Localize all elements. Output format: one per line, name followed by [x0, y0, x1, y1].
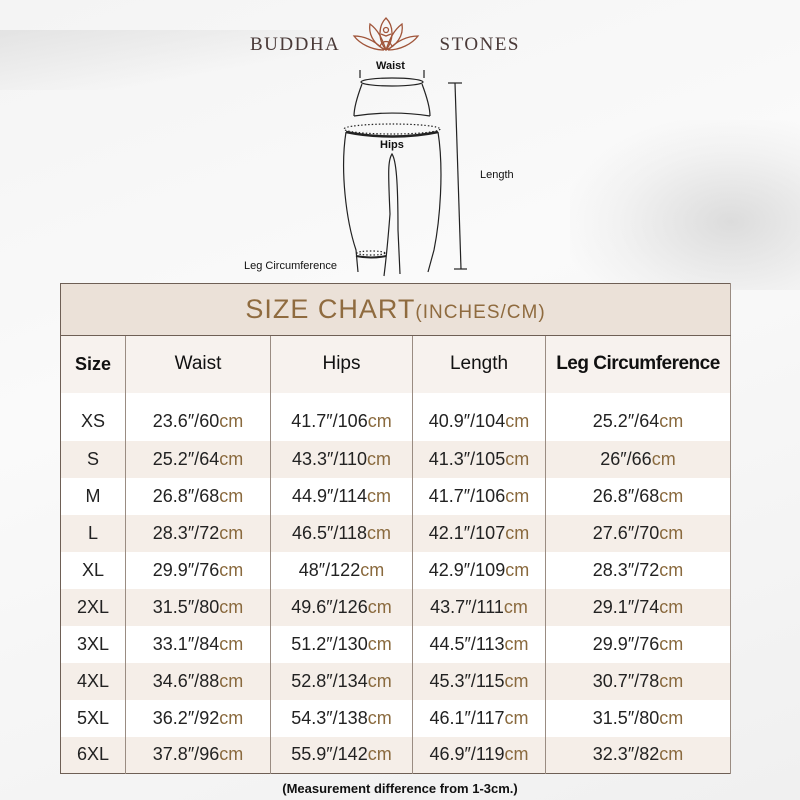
measurement-cell: 55.9″/142cm	[270, 736, 413, 774]
pants-diagram	[343, 70, 467, 277]
measurement-cell: 29.9″/76cm	[125, 551, 271, 589]
measurement-cell: 43.7″/111cm	[412, 588, 546, 626]
measurement-cell: 31.5″/80cm	[545, 699, 731, 737]
measurement-cell: 26″/66cm	[545, 440, 731, 478]
measurement-cell: 27.6″/70cm	[545, 514, 731, 552]
measurement-cell: 46.5″/118cm	[270, 514, 413, 552]
brand-logo: BUDDHA STONES	[250, 17, 520, 62]
measurement-cell: 43.3″/110cm	[270, 440, 413, 478]
measurement-cell: 29.1″/74cm	[545, 588, 731, 626]
brand-right: STONES	[439, 34, 520, 55]
measurement-cell: 25.2″/64cm	[545, 392, 731, 441]
size-chart-table: SIZE CHART(INCHES/CM) Size Waist Hips Le…	[60, 283, 731, 774]
measurement-cell: 29.9″/76cm	[545, 625, 731, 663]
measurement-note: (Measurement difference from 1-3cm.)	[282, 781, 518, 796]
measurement-cell: 34.6″/88cm	[125, 662, 271, 700]
measurement-cell: 26.8″/68cm	[125, 477, 271, 515]
header-hips: Hips	[270, 335, 413, 393]
measurement-cell: 41.7″/106cm	[412, 477, 546, 515]
size-cell: S	[60, 440, 126, 478]
waist-label: Waist	[376, 60, 405, 72]
size-cell: 6XL	[60, 736, 126, 774]
size-cell: XL	[60, 551, 126, 589]
table-row: S 25.2″/64cm 43.3″/110cm 41.3″/105cm 26″/66c…	[60, 440, 731, 478]
measurement-cell: 28.3″/72cm	[545, 551, 731, 589]
measurement-cell: 23.6″/60cm	[125, 392, 271, 441]
measurement-cell: 54.3″/138cm	[270, 699, 413, 737]
measurement-cell: 49.6″/126cm	[270, 588, 413, 626]
measurement-cell: 30.7″/78cm	[545, 662, 731, 700]
measurement-cell: 31.5″/80cm	[125, 588, 271, 626]
size-cell: M	[60, 477, 126, 515]
measurement-cell: 42.9″/109cm	[412, 551, 546, 589]
table-row: 6XL 37.8″/96cm 55.9″/142cm 46.9″/119cm 32.3″…	[60, 736, 731, 774]
measurement-cell: 32.3″/82cm	[545, 736, 731, 774]
measurement-cell: 37.8″/96cm	[125, 736, 271, 774]
header-length: Length	[412, 335, 546, 393]
table-row: 4XL 34.6″/88cm 52.8″/134cm 45.3″/115cm 30.7″…	[60, 662, 731, 700]
table-row: XL 29.9″/76cm 48″/122cm 42.9″/109cm 28.3″/72…	[60, 551, 731, 589]
mountain-background	[570, 120, 800, 290]
measurement-cell: 44.9″/114cm	[270, 477, 413, 515]
measurement-cell: 42.1″/107cm	[412, 514, 546, 552]
size-chart-title: SIZE CHART(INCHES/CM)	[60, 283, 731, 336]
measurement-cell: 36.2″/92cm	[125, 699, 271, 737]
measurement-cell: 44.5″/113cm	[412, 625, 546, 663]
size-cell: 5XL	[60, 699, 126, 737]
header-row: Size Waist Hips Length Leg Circumference	[60, 335, 731, 393]
measurement-cell: 51.2″/130cm	[270, 625, 413, 663]
measurement-cell: 41.7″/106cm	[270, 392, 413, 441]
table-row: XS 23.6″/60cm 41.7″/106cm 40.9″/104cm 25.2″/…	[60, 392, 731, 441]
lotus-icon	[352, 17, 420, 52]
measurement-cell: 46.9″/119cm	[412, 736, 546, 774]
table-row: 3XL 33.1″/84cm 51.2″/130cm 44.5″/113cm 29.9″…	[60, 625, 731, 663]
hips-label: Hips	[380, 139, 404, 151]
table-row: 2XL 31.5″/80cm 49.6″/126cm 43.7″/111cm 29.1″…	[60, 588, 731, 626]
header-waist: Waist	[125, 335, 271, 393]
measurement-cell: 25.2″/64cm	[125, 440, 271, 478]
size-cell: L	[60, 514, 126, 552]
measurement-cell: 48″/122cm	[270, 551, 413, 589]
size-cell: 4XL	[60, 662, 126, 700]
measurement-cell: 52.8″/134cm	[270, 662, 413, 700]
measurement-cell: 26.8″/68cm	[545, 477, 731, 515]
header-size: Size	[60, 335, 126, 393]
measurement-cell: 41.3″/105cm	[412, 440, 546, 478]
measurement-cell: 46.1″/117cm	[412, 699, 546, 737]
measurement-cell: 45.3″/115cm	[412, 662, 546, 700]
measurement-cell: 28.3″/72cm	[125, 514, 271, 552]
table-row: L 28.3″/72cm 46.5″/118cm 42.1″/107cm 27.6″/7…	[60, 514, 731, 552]
leg-circumference-label: Leg Circumference	[244, 260, 337, 272]
measurement-cell: 33.1″/84cm	[125, 625, 271, 663]
header-leg-circumference: Leg Circumference	[545, 335, 731, 393]
length-label: Length	[480, 169, 514, 181]
size-cell: XS	[60, 392, 126, 441]
mist-background	[0, 30, 320, 90]
brand-left: BUDDHA	[250, 34, 341, 55]
table-row: 5XL 36.2″/92cm 54.3″/138cm 46.1″/117cm 31.5″…	[60, 699, 731, 737]
size-cell: 3XL	[60, 625, 126, 663]
measurement-cell: 40.9″/104cm	[412, 392, 546, 441]
size-cell: 2XL	[60, 588, 126, 626]
table-row: M 26.8″/68cm 44.9″/114cm 41.7″/106cm 26.8″/6…	[60, 477, 731, 515]
